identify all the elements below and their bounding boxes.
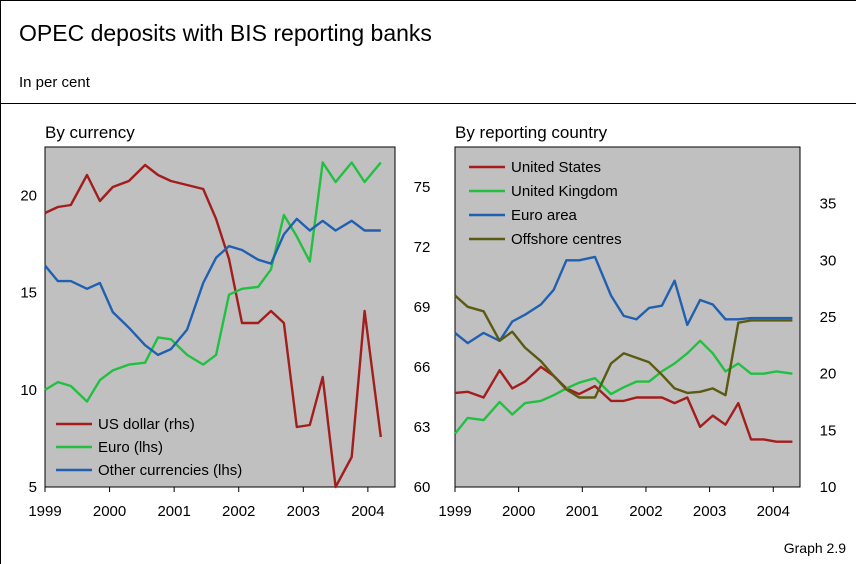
legend-label: Other currencies (lhs) [98,462,242,479]
panel-title: By currency [45,123,135,142]
left-tick-label: 20 [20,188,37,205]
right-tick-label: 63 [414,419,431,436]
graph-title: OPEC deposits with BIS reporting banks [19,20,432,46]
left-tick-label: 5 [29,479,37,496]
graph-subtitle: In per cent [19,74,90,91]
graph-number: Graph 2.9 [783,540,846,556]
right-tick-label: 10 [820,479,837,496]
legend-label: Euro (lhs) [98,439,163,456]
legend-label: US dollar (rhs) [98,416,195,433]
x-tick-label: 1999 [438,503,471,520]
right-tick-label: 35 [820,196,837,213]
x-tick-label: 2004 [351,503,384,520]
header-divider [0,103,856,104]
panel-title: By reporting country [455,123,608,142]
series-line [44,161,382,403]
right-tick-label: 25 [820,309,837,326]
right-tick-label: 15 [820,422,837,439]
series-line [44,217,381,357]
x-tick-label: 2000 [93,503,126,520]
series-line [44,163,382,489]
x-tick-label: 1999 [28,503,61,520]
x-tick-label: 2003 [287,503,320,520]
x-tick-label: 2000 [502,503,535,520]
right-tick-label: 60 [414,479,431,496]
left-tick-label: 15 [20,285,37,302]
series-line [454,339,793,435]
x-tick-label: 2003 [693,503,726,520]
legend-label: United Kingdom [511,183,618,200]
x-tick-label: 2002 [629,503,662,520]
right-tick-label: 20 [820,366,837,383]
legend-label: United States [511,159,601,176]
x-tick-label: 2001 [566,503,599,520]
series-line [454,255,793,345]
right-tick-label: 30 [820,252,837,269]
left-tick-label: 10 [20,382,37,399]
plot-area [44,146,396,488]
series-line [454,294,793,399]
legend-label: Euro area [511,207,578,224]
legend-label: Offshore centres [511,231,622,248]
right-tick-label: 69 [414,299,431,316]
x-tick-label: 2002 [222,503,255,520]
right-tick-label: 72 [414,239,431,256]
x-tick-label: 2004 [757,503,790,520]
x-tick-label: 2001 [157,503,190,520]
series-line [454,365,793,443]
right-tick-label: 75 [414,179,431,196]
right-tick-label: 66 [414,359,431,376]
